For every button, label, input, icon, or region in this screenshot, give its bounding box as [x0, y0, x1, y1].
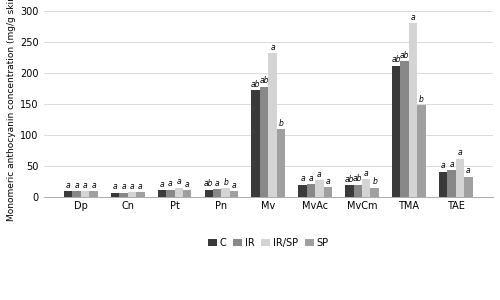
Bar — [324, 187, 332, 197]
Text: a: a — [317, 170, 322, 179]
Text: a: a — [66, 181, 70, 190]
Bar — [213, 189, 222, 197]
Bar — [128, 192, 136, 197]
Bar — [345, 185, 354, 197]
Bar — [392, 65, 400, 197]
Text: a: a — [232, 181, 236, 190]
Text: a: a — [160, 180, 164, 189]
Bar — [268, 53, 277, 197]
Bar — [370, 188, 379, 197]
Bar — [166, 190, 174, 197]
Text: ab: ab — [344, 175, 354, 184]
Text: ab: ab — [260, 76, 269, 85]
Text: a: a — [138, 182, 142, 191]
Legend: C, IR, IR/SP, SP: C, IR, IR/SP, SP — [204, 234, 332, 252]
Bar — [72, 191, 81, 197]
Bar — [439, 172, 448, 197]
Text: ab: ab — [251, 80, 260, 89]
Text: a: a — [130, 182, 134, 191]
Bar — [400, 61, 409, 197]
Text: a: a — [176, 178, 181, 187]
Bar — [204, 190, 213, 197]
Bar — [64, 191, 72, 197]
Text: ab: ab — [353, 174, 362, 183]
Bar — [252, 90, 260, 197]
Bar — [222, 188, 230, 197]
Bar — [315, 180, 324, 197]
Text: a: a — [113, 182, 117, 191]
Bar — [418, 105, 426, 197]
Text: a: a — [458, 148, 462, 157]
Text: a: a — [215, 179, 220, 188]
Text: ab: ab — [392, 55, 401, 64]
Bar — [448, 170, 456, 197]
Bar — [111, 193, 120, 197]
Text: a: a — [441, 161, 446, 170]
Bar — [409, 23, 418, 197]
Text: a: a — [83, 181, 87, 190]
Bar — [456, 158, 464, 197]
Text: a: a — [91, 181, 96, 190]
Bar — [277, 129, 285, 197]
Text: a: a — [466, 166, 470, 175]
Y-axis label: Monomeric anthocyanin concentration (mg/g skins): Monomeric anthocyanin concentration (mg/… — [7, 0, 16, 221]
Text: a: a — [168, 179, 172, 188]
Bar — [464, 176, 472, 197]
Bar — [260, 87, 268, 197]
Text: a: a — [326, 177, 330, 186]
Text: ab: ab — [204, 179, 214, 188]
Bar — [158, 190, 166, 197]
Text: b: b — [278, 118, 283, 127]
Text: a: a — [270, 43, 275, 52]
Text: a: a — [300, 174, 305, 183]
Text: a: a — [411, 13, 416, 22]
Bar — [354, 184, 362, 197]
Text: a: a — [185, 180, 190, 189]
Bar — [298, 184, 306, 197]
Text: a: a — [308, 174, 314, 183]
Text: ab: ab — [400, 51, 409, 60]
Text: a: a — [121, 182, 126, 191]
Bar — [174, 188, 183, 197]
Text: b: b — [372, 178, 377, 187]
Bar — [90, 191, 98, 197]
Bar — [81, 191, 90, 197]
Bar — [362, 179, 370, 197]
Bar — [306, 184, 315, 197]
Text: b: b — [419, 95, 424, 104]
Text: a: a — [74, 181, 79, 190]
Bar — [120, 193, 128, 197]
Bar — [136, 192, 144, 197]
Text: b: b — [223, 178, 228, 187]
Bar — [230, 191, 238, 197]
Text: a: a — [364, 169, 368, 178]
Bar — [183, 190, 192, 197]
Text: a: a — [449, 160, 454, 169]
